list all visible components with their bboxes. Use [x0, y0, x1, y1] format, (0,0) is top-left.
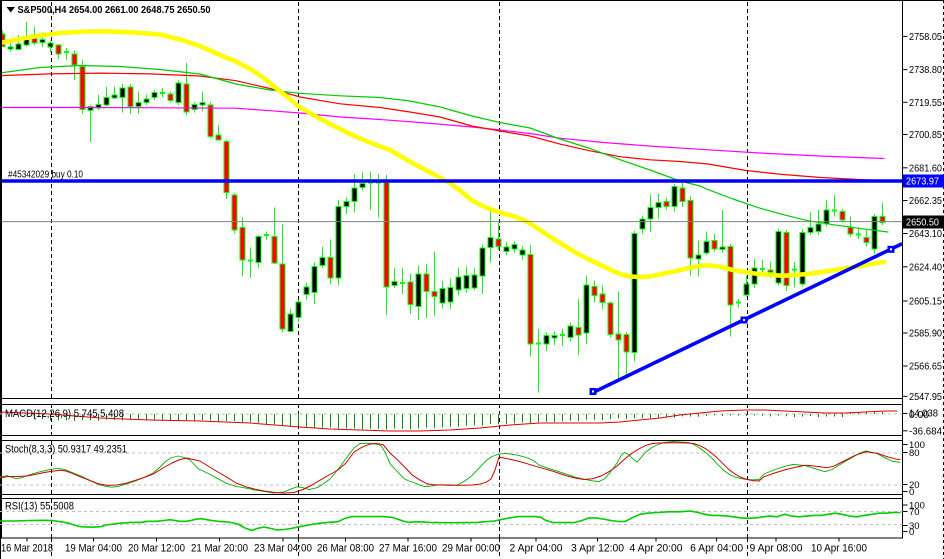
svg-text:2673.97: 2673.97 [906, 176, 939, 188]
svg-text:20: 20 [909, 480, 920, 491]
svg-text:70: 70 [909, 507, 920, 518]
svg-text:14.038: 14.038 [909, 408, 938, 420]
svg-text:MACD(12,26,9) 5.745 5.408: MACD(12,26,9) 5.745 5.408 [5, 408, 124, 420]
svg-text:2700.85: 2700.85 [909, 129, 942, 141]
svg-text:26 Mar 08:00: 26 Mar 08:00 [317, 543, 374, 555]
svg-text:2719.55: 2719.55 [909, 97, 942, 109]
svg-text:2681.60: 2681.60 [909, 162, 942, 174]
svg-text:2566.65: 2566.65 [909, 361, 942, 373]
svg-text:27 Mar 16:00: 27 Mar 16:00 [379, 543, 437, 555]
svg-text:3 Apr 12:00: 3 Apr 12:00 [571, 543, 624, 555]
svg-text:2 Apr 04:00: 2 Apr 04:00 [510, 543, 563, 555]
svg-text:0: 0 [909, 527, 914, 538]
svg-text:0: 0 [909, 487, 914, 498]
svg-text:2662.35: 2662.35 [909, 195, 942, 207]
svg-text:10 Apr 16:00: 10 Apr 16:00 [811, 543, 867, 555]
svg-text:2605.15: 2605.15 [909, 296, 942, 308]
svg-text:#45342029 buy 0.10: #45342029 buy 0.10 [8, 170, 83, 181]
svg-text:6 Apr 04:00: 6 Apr 04:00 [690, 543, 743, 555]
svg-text:23 Mar 04:00: 23 Mar 04:00 [254, 543, 312, 555]
svg-text:16 Mar 2018: 16 Mar 2018 [1, 543, 53, 555]
svg-text:S&P500,H4 2654.00 2661.00 264: S&P500,H4 2654.00 2661.00 2648.75 2650.5… [18, 4, 211, 16]
svg-text:2643.10: 2643.10 [909, 228, 942, 240]
svg-text:20 Mar 12:00: 20 Mar 12:00 [128, 543, 185, 555]
svg-text:0.00: 0.00 [909, 409, 929, 421]
svg-text:2738.80: 2738.80 [909, 64, 942, 76]
svg-text:2547.95: 2547.95 [909, 391, 942, 403]
svg-text:2758.05: 2758.05 [909, 31, 942, 43]
svg-text:2624.40: 2624.40 [909, 261, 942, 273]
svg-text:4 Apr 20:00: 4 Apr 20:00 [630, 543, 683, 555]
svg-text:21 Mar 20:00: 21 Mar 20:00 [191, 543, 248, 555]
svg-text:80: 80 [909, 448, 920, 459]
svg-text:30: 30 [909, 521, 920, 532]
svg-text:29 Mar 00:00: 29 Mar 00:00 [442, 543, 500, 555]
svg-text:RSI(13) 55.5008: RSI(13) 55.5008 [5, 501, 74, 513]
svg-text:2650.50: 2650.50 [906, 217, 939, 229]
svg-text:2585.90: 2585.90 [909, 328, 942, 340]
svg-text:19 Mar 04:00: 19 Mar 04:00 [65, 543, 122, 555]
svg-text:Stoch(8,3,3) 50.9317 49.2351: Stoch(8,3,3) 50.9317 49.2351 [5, 444, 127, 456]
svg-text:100: 100 [909, 440, 925, 451]
svg-text:-36.684: -36.684 [909, 425, 942, 437]
svg-text:9 Apr 08:00: 9 Apr 08:00 [750, 543, 803, 555]
svg-text:100: 100 [909, 501, 925, 512]
